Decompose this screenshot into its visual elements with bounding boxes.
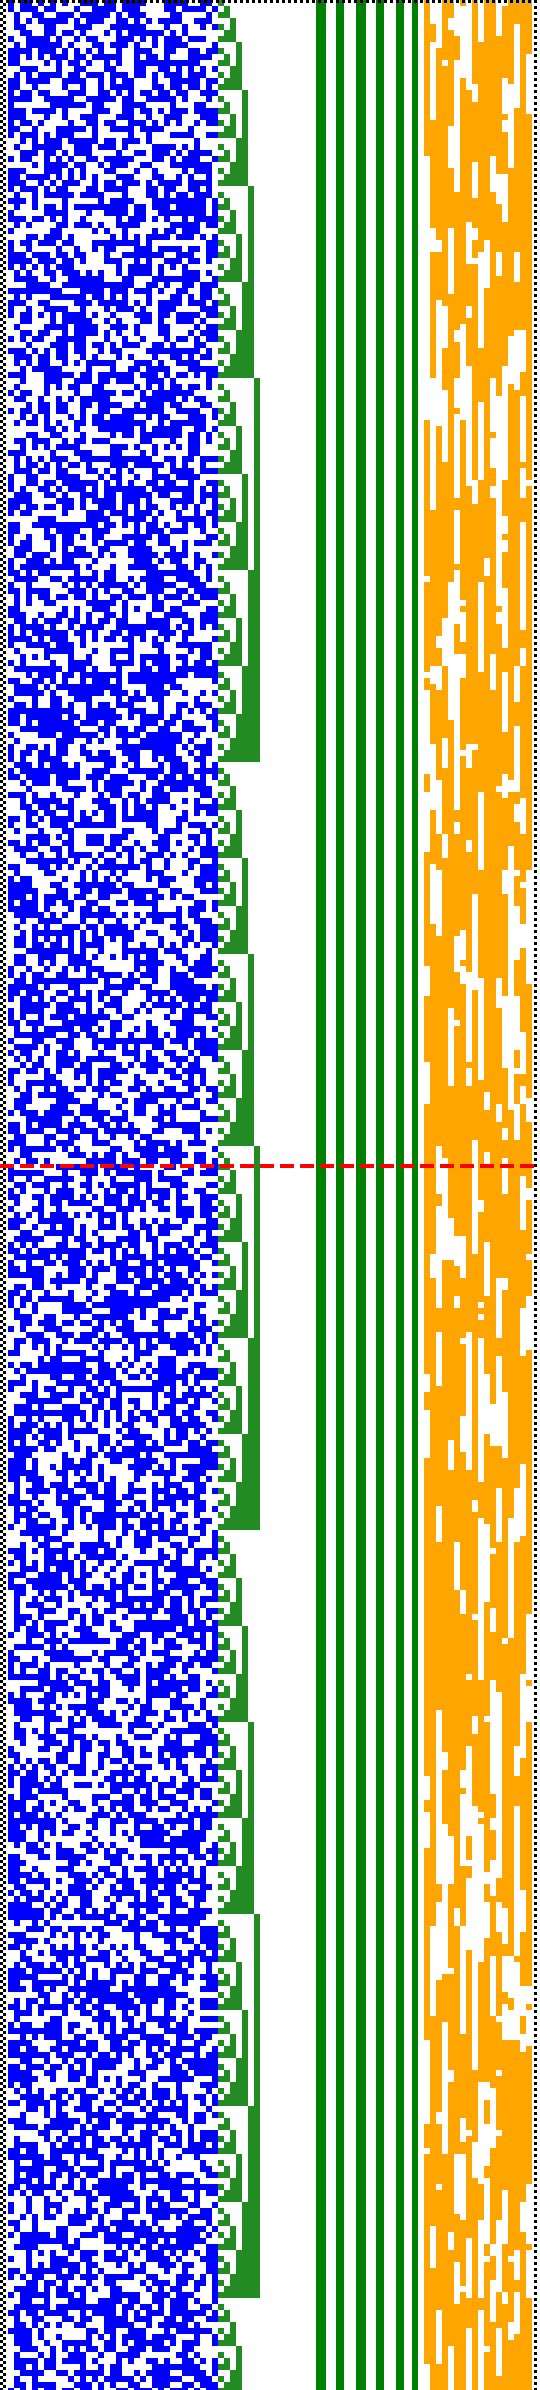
blue-random-bit-block	[8, 0, 218, 2390]
green-staircase-counter	[218, 0, 260, 2390]
green-vertical-stripes	[316, 0, 418, 2390]
